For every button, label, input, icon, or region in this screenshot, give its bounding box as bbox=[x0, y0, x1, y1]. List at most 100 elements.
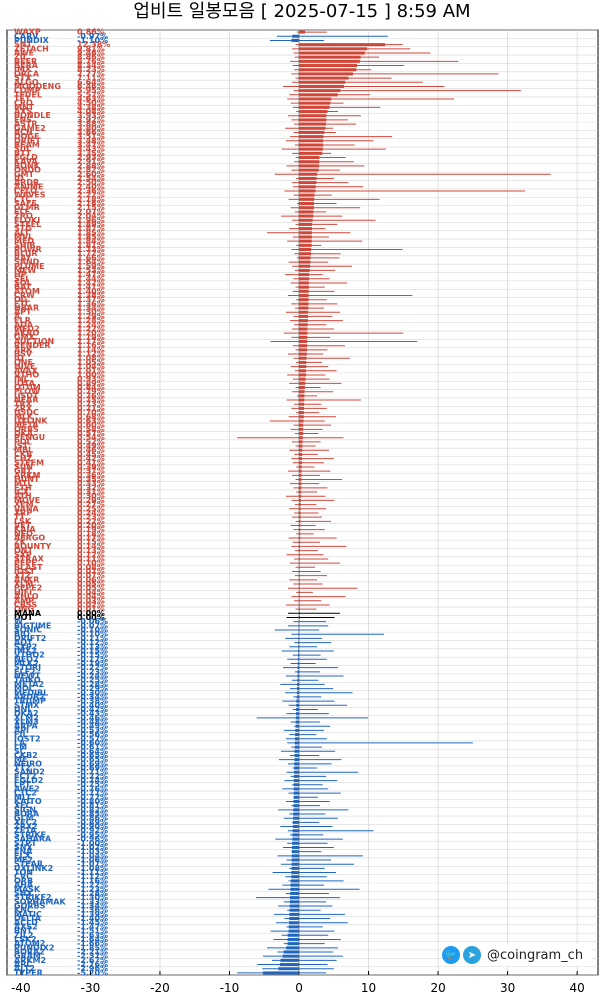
bar-name-label: TT2 bbox=[14, 764, 31, 773]
bar-body bbox=[299, 80, 346, 84]
bar-pct-label: -2.76% bbox=[77, 960, 108, 969]
bar-name-label: MASK bbox=[14, 885, 41, 894]
bar-name-label: STRAX bbox=[14, 554, 45, 563]
bar-pct-label: 2.04% bbox=[77, 212, 105, 221]
bar-pct-label: 4.38% bbox=[77, 103, 105, 112]
bar-body bbox=[293, 795, 300, 799]
bar-pct-label: 0.14% bbox=[77, 542, 105, 551]
bar-name-label: RAY bbox=[14, 253, 32, 262]
bar-body bbox=[299, 151, 323, 155]
bar-name-label: ZETACH bbox=[14, 44, 49, 53]
bar-pct-label: 1.19% bbox=[77, 333, 105, 342]
bar-body bbox=[288, 925, 300, 929]
bar-body bbox=[292, 829, 300, 833]
bar-body bbox=[299, 461, 302, 465]
bar-body bbox=[296, 712, 300, 716]
bar-pct-label: -0.10% bbox=[77, 630, 108, 639]
bar-name-label: FCT2 bbox=[14, 772, 36, 781]
bar-name-label: ASTR bbox=[14, 120, 38, 129]
bar-body bbox=[299, 331, 308, 335]
bar-name-label: ZRO bbox=[14, 212, 33, 221]
bar-name-label: SUN bbox=[14, 462, 33, 471]
bar-pct-label: 1.41% bbox=[77, 283, 105, 292]
bar-pct-label: 4.50% bbox=[77, 99, 105, 108]
bar-name-label: STRIKE2 bbox=[14, 893, 52, 902]
bar-name-label: XLM2 bbox=[14, 713, 39, 722]
bar-body bbox=[299, 603, 300, 607]
bar-pct-label: 3.66% bbox=[77, 128, 105, 137]
bar-name-label: FLR bbox=[14, 316, 31, 325]
bar-body bbox=[299, 59, 360, 63]
bar-name-label: PUNDIX2 bbox=[14, 943, 54, 952]
bar-pct-label: 2.07% bbox=[77, 207, 105, 216]
bar-name-label: AMP bbox=[14, 596, 34, 605]
bar-body bbox=[299, 147, 323, 151]
bar-pct-label: -0.15% bbox=[77, 651, 108, 660]
bar-name-label: POWR bbox=[14, 245, 42, 254]
bar-pct-label: 0.41% bbox=[77, 458, 105, 467]
bar-body bbox=[292, 34, 300, 38]
bar-pct-label: -0.69% bbox=[77, 759, 108, 768]
bar-body bbox=[299, 172, 318, 176]
bar-pct-label: -1.34% bbox=[77, 902, 108, 911]
bar-name-label: SC bbox=[14, 747, 26, 756]
bar-body bbox=[299, 248, 312, 252]
bar-name-label: CRW bbox=[14, 291, 35, 300]
bar-body bbox=[298, 645, 300, 649]
bar-pct-label: 1.01% bbox=[77, 366, 105, 375]
bar-body bbox=[299, 202, 315, 206]
telegram-icon[interactable]: ➤ bbox=[463, 946, 481, 964]
bar-body bbox=[299, 189, 316, 193]
bar-body bbox=[299, 89, 341, 93]
bar-pct-label: -1.45% bbox=[77, 918, 108, 927]
bar-pct-label: 8.34% bbox=[77, 61, 105, 70]
bar-body bbox=[299, 381, 306, 385]
bar-name-label: RENDER bbox=[14, 341, 51, 350]
bar-body bbox=[294, 770, 300, 774]
bar-name-label: PENGU bbox=[14, 433, 45, 442]
bar-name-label: STX bbox=[14, 74, 32, 83]
bar-pct-label: -0.24% bbox=[77, 672, 108, 681]
bar-pct-label: 3.48% bbox=[77, 136, 105, 145]
twitter-icon[interactable]: 🐦 bbox=[442, 946, 460, 964]
bar-body bbox=[295, 720, 300, 724]
bar-name-label: ORBS bbox=[14, 425, 39, 434]
bar-body bbox=[299, 574, 300, 578]
bar-pct-label: -0.64% bbox=[77, 747, 108, 756]
bar-body bbox=[299, 482, 302, 486]
bar-body bbox=[278, 967, 300, 971]
bar-name-label: META bbox=[14, 421, 39, 430]
bar-body bbox=[299, 523, 301, 528]
bar-name-label: STPT bbox=[14, 839, 37, 848]
bar-pct-label: -0.22% bbox=[77, 663, 108, 672]
bar-name-label: A bbox=[14, 312, 21, 321]
bar-name-label: ICX bbox=[14, 488, 30, 497]
bar-name-label: SHIB bbox=[14, 241, 36, 250]
bar-name-label: BORA bbox=[14, 810, 40, 819]
bar-body bbox=[299, 519, 301, 523]
bar-body bbox=[299, 406, 304, 410]
bar-body bbox=[297, 653, 300, 657]
brand-handle: @coingram_ch bbox=[487, 947, 584, 963]
bar-name-label: VTHO2 bbox=[14, 651, 45, 660]
bar-body bbox=[295, 728, 300, 732]
bar-body bbox=[299, 365, 307, 369]
bar-pct-label: -0.82% bbox=[77, 805, 108, 814]
bar-body bbox=[299, 511, 301, 515]
bar-body bbox=[299, 540, 301, 544]
bar-body bbox=[292, 837, 300, 841]
bar-name-label: KAIA bbox=[14, 525, 36, 534]
bar-body bbox=[286, 946, 300, 950]
bar-name-label: SAHARA bbox=[14, 835, 52, 844]
bar-pct-label: 0.36% bbox=[77, 471, 105, 480]
bar-name-label: SOL bbox=[14, 278, 32, 287]
bar-name-label: ATOM2 bbox=[14, 939, 45, 948]
bar-name-label: TRUMP bbox=[14, 697, 46, 706]
bar-name-label: XEC2 bbox=[14, 818, 37, 827]
bar-name-label: TAIKO bbox=[14, 676, 41, 685]
bar-name-label: MED bbox=[14, 237, 34, 246]
bar-body bbox=[295, 724, 300, 728]
bar-body bbox=[296, 707, 300, 711]
bar-body bbox=[293, 791, 300, 795]
bar-pct-label: 1.72% bbox=[77, 249, 105, 258]
